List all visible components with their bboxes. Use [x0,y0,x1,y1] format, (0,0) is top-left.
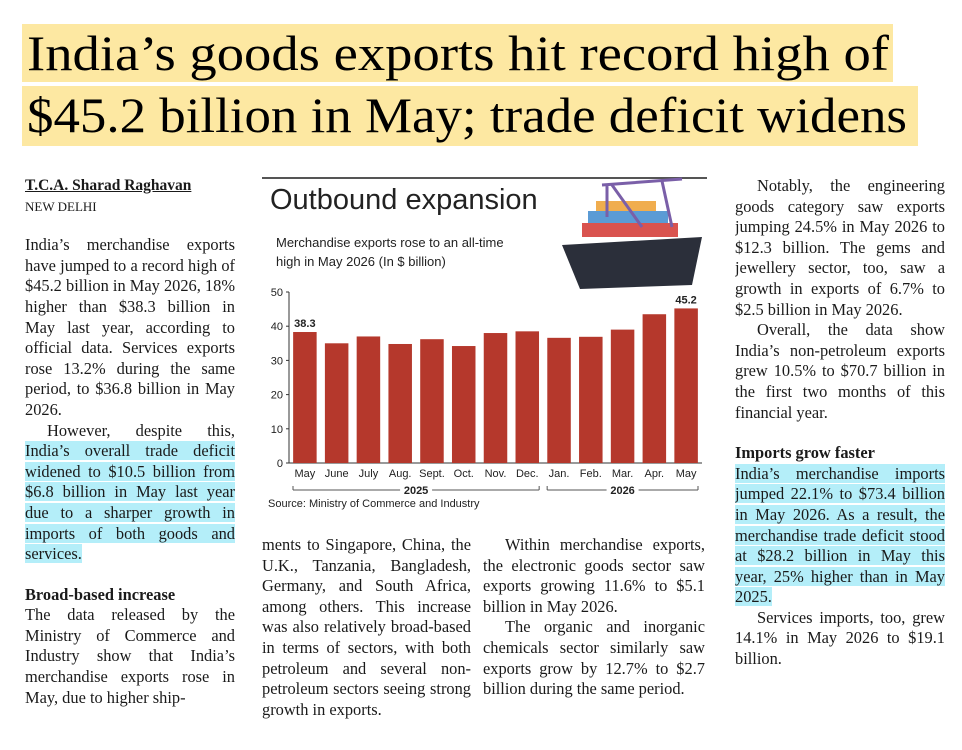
x-tick-label: June [325,468,349,480]
group-label: 2025 [404,485,428,497]
subhead: Broad-based increase [25,584,176,604]
y-tick-label: 50 [271,287,283,299]
paragraph: However, despite this, India’s overall t… [25,421,235,565]
y-tick-label: 40 [271,321,283,333]
highlight: India’s overall trade deficit widened to… [25,441,235,564]
column: Notably, the engineering goods category … [735,176,945,746]
y-tick-label: 0 [277,458,283,470]
bar [293,332,317,463]
y-tick-label: 20 [271,390,283,402]
x-tick-label: Sept. [419,468,445,480]
y-tick-label: 10 [271,424,283,436]
y-tick-label: 30 [271,355,283,367]
ship-illustration [562,177,702,289]
headline: India’s goods exports hit record high of… [22,24,918,146]
bar [515,331,540,463]
x-tick-label: May [676,468,697,480]
paragraph: Services imports, too, grew 14.1% in May… [735,607,945,669]
chart-subtitle: Merchandise exports rose to an all-time … [276,235,504,269]
x-tick-label: Jan. [549,468,570,480]
chart: Outbound expansion Merchandise exports r… [262,177,707,518]
headline-line: India’s goods exports hit record high of [27,25,889,81]
headline-highlight [22,24,893,82]
column: T.C.A. Sharad Raghavan NEW DELHI India’s… [25,176,235,746]
x-tick-label: Mar. [612,468,633,480]
highlight: India’s merchandise imports jumped 22.1%… [735,463,945,607]
group-label: 2026 [610,485,634,497]
data-label: 45.2 [675,294,696,306]
subhead: Imports grow faster [735,443,875,463]
text: However, despite this, [47,420,235,440]
x-tick-label: July [359,468,379,480]
paragraph: India’s merchandise exports have jumped … [25,235,235,419]
column: ments to Singapore, China, the U.K., Tan… [262,535,471,747]
bar [324,343,349,463]
x-tick-label: Apr. [645,468,665,480]
x-tick-label: May [294,468,315,480]
bar [610,329,635,463]
chart-source: Source: Ministry of Commerce and Industr… [268,498,480,510]
x-tick-label: Oct. [454,468,474,480]
chart-subtitle-box: Merchandise exports rose to an all-time … [276,235,504,269]
paragraph: Overall, the data show India’s non-petro… [735,320,945,422]
paragraph: Within merchandise exports, the electron… [483,535,705,616]
x-tick-label: Feb. [580,468,602,480]
bar [420,339,444,463]
byline: T.C.A. Sharad Raghavan [25,177,192,194]
chart-title: Outbound expansion [270,184,538,216]
paragraph: Notably, the engineering goods category … [735,176,945,319]
headline-highlight [22,86,918,146]
bar [674,308,698,463]
bar [642,314,667,463]
x-tick-label: Dec. [516,468,539,480]
bar [451,346,476,463]
data-label: 38.3 [294,318,315,330]
bar [356,336,381,463]
column: Within merchandise exports, the electron… [483,535,705,747]
paragraph: The organic and inorganic chemicals sect… [483,617,705,699]
x-tick-label: Nov. [485,468,507,480]
dateline: NEW DELHI [25,198,97,214]
bar [579,336,603,463]
bar [388,343,412,463]
bar [547,337,571,463]
bar [483,333,508,463]
x-tick-label: Aug. [389,468,412,480]
paragraph: The data released by the Ministry of Com… [25,605,235,707]
paragraph: India’s merchandise imports jumped 22.1%… [735,463,945,608]
headline-line: $45.2 billion in May; trade deficit wide… [27,87,907,143]
paragraph: ments to Singapore, China, the U.K., Tan… [262,535,471,719]
